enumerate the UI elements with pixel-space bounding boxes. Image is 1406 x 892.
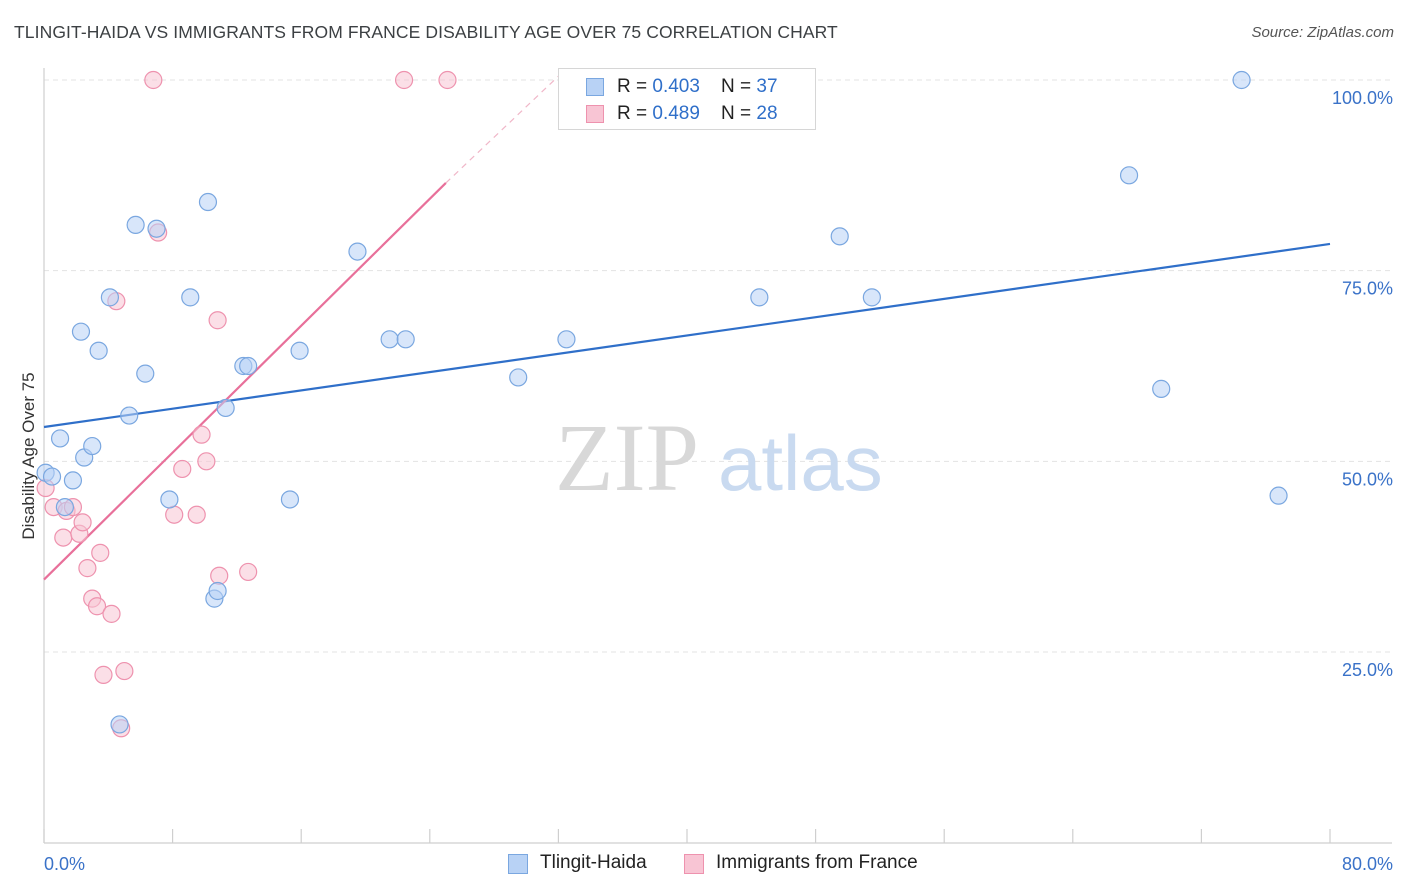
point-tlingit-haida xyxy=(160,490,179,509)
point-tlingit-haida xyxy=(181,288,200,307)
point-tlingit-haida xyxy=(100,288,120,307)
point-immigrants-france xyxy=(102,604,121,623)
point-tlingit-haida xyxy=(198,192,218,212)
x-tick-label: 0.0% xyxy=(44,854,85,874)
point-immigrants-france xyxy=(173,459,192,479)
point-tlingit-haida xyxy=(136,364,155,383)
watermark-atlas: atlas xyxy=(718,419,883,507)
point-tlingit-haida xyxy=(239,356,258,376)
point-tlingit-haida xyxy=(71,322,91,341)
legend-n-label: N = xyxy=(721,76,757,97)
point-tlingit-haida xyxy=(1119,166,1139,185)
watermark: ZIP atlas xyxy=(555,404,883,511)
point-tlingit-haida xyxy=(89,341,108,360)
y-axis-label: Disability Age Over 75 xyxy=(19,372,38,539)
legend-swatch-blue xyxy=(586,78,604,96)
point-tlingit-haida xyxy=(208,581,227,601)
legend-n-value: 37 xyxy=(756,76,778,97)
bottom-legend-swatch-pink xyxy=(684,854,704,874)
legend-n-value: 28 xyxy=(756,103,778,124)
y-tick-label: 25.0% xyxy=(1342,660,1393,680)
point-tlingit-haida xyxy=(750,288,769,307)
axes xyxy=(43,68,1392,844)
point-immigrants-france xyxy=(197,452,216,471)
point-tlingit-haida xyxy=(290,341,309,360)
y-tick-label: 75.0% xyxy=(1342,279,1393,299)
chart-title: TLINGIT-HAIDA VS IMMIGRANTS FROM FRANCE … xyxy=(14,22,838,42)
point-tlingit-haida xyxy=(126,215,145,235)
point-tlingit-haida xyxy=(50,429,70,448)
point-immigrants-france xyxy=(192,425,211,444)
tick-labels: 25.0% 50.0% 75.0% 100.0% 0.0% 80.0% xyxy=(44,88,1393,874)
legend-r-value: 0.403 xyxy=(652,76,700,97)
y-tick-label: 50.0% xyxy=(1342,469,1393,489)
point-tlingit-haida xyxy=(862,288,881,307)
point-tlingit-haida xyxy=(1152,379,1171,398)
point-immigrants-france xyxy=(78,559,97,578)
point-tlingit-haida xyxy=(830,227,849,246)
legend-r-value: 0.489 xyxy=(652,103,700,124)
point-tlingit-haida xyxy=(396,330,415,349)
point-tlingit-haida xyxy=(42,467,62,486)
data-points xyxy=(36,70,1288,738)
point-immigrants-france xyxy=(438,70,457,90)
legend-n-label: N = xyxy=(721,103,757,124)
point-immigrants-france xyxy=(165,505,184,524)
point-immigrants-france xyxy=(115,661,134,681)
bottom-legend-label: Immigrants from France xyxy=(716,852,918,873)
point-immigrants-france xyxy=(210,566,229,585)
point-tlingit-haida xyxy=(509,368,528,387)
point-immigrants-france xyxy=(73,513,92,532)
point-immigrants-france xyxy=(208,311,227,330)
point-immigrants-france xyxy=(87,597,107,616)
point-tlingit-haida xyxy=(110,715,129,734)
point-tlingit-haida xyxy=(83,436,102,456)
point-tlingit-haida xyxy=(147,219,166,238)
point-immigrants-france xyxy=(94,665,113,684)
trend-line-immigrants-france xyxy=(43,182,447,581)
x-tick-label: 80.0% xyxy=(1342,854,1393,874)
bottom-legend-label: Tlingit-Haida xyxy=(540,852,647,873)
point-immigrants-france xyxy=(187,505,206,524)
trend-lines xyxy=(43,75,1331,581)
point-immigrants-france xyxy=(91,543,110,562)
point-tlingit-haida xyxy=(120,406,139,425)
point-tlingit-haida xyxy=(216,398,235,418)
point-immigrants-france xyxy=(239,562,258,582)
point-tlingit-haida xyxy=(55,497,74,517)
correlation-legend: R = 0.403 N = 37 R = 0.489 N = 28 xyxy=(558,68,816,130)
legend-swatch-pink xyxy=(586,105,604,123)
point-tlingit-haida xyxy=(280,490,300,509)
source-label: Source: ZipAtlas.com xyxy=(1251,24,1394,41)
point-tlingit-haida xyxy=(1232,70,1251,90)
y-tick-label: 100.0% xyxy=(1332,88,1393,108)
trend-line-tlingit-haida xyxy=(43,242,1331,429)
point-tlingit-haida xyxy=(348,242,367,261)
point-tlingit-haida xyxy=(557,330,576,349)
bottom-legend-swatch-blue xyxy=(508,854,528,874)
point-tlingit-haida xyxy=(1269,486,1288,505)
point-tlingit-haida xyxy=(63,471,83,490)
legend-r-label: R = xyxy=(617,103,653,124)
point-immigrants-france xyxy=(394,70,414,90)
point-immigrants-france xyxy=(54,528,73,547)
trend-line-extension xyxy=(445,75,559,184)
watermark-zip: ZIP xyxy=(555,404,699,511)
legend-r-label: R = xyxy=(617,76,653,97)
point-immigrants-france xyxy=(144,70,163,90)
point-tlingit-haida xyxy=(380,330,399,349)
